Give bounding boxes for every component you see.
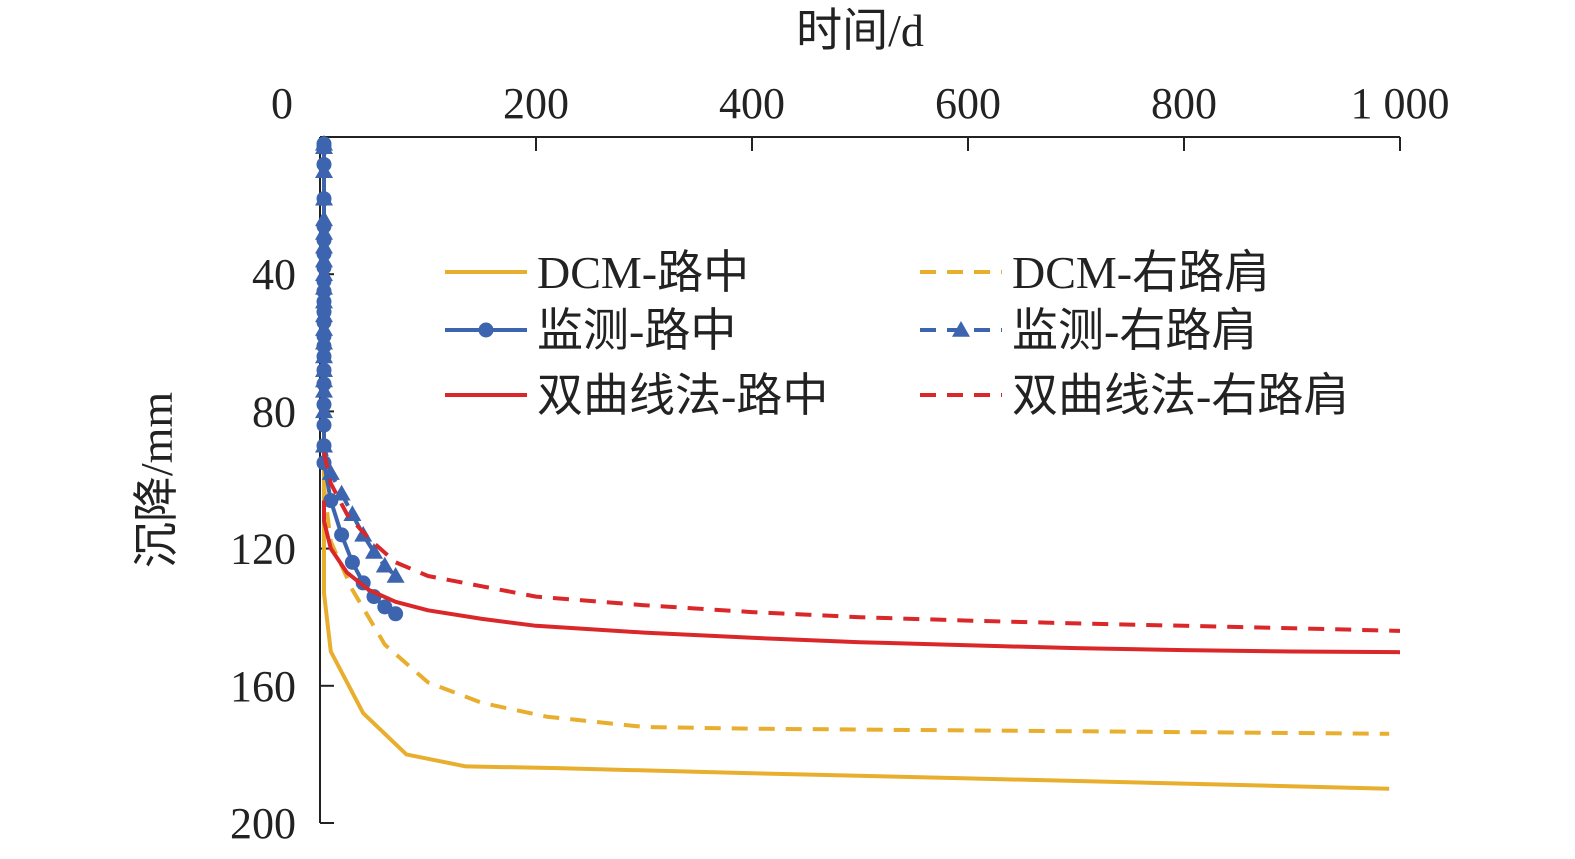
- legend-label: 双曲线法-右路肩: [1012, 370, 1349, 421]
- data-point: [315, 138, 333, 155]
- data-point: [315, 278, 333, 295]
- x-tick-label: 1 000: [1351, 79, 1450, 128]
- data-point: [315, 189, 333, 206]
- legend-entry: DCM-路中: [445, 247, 749, 298]
- data-point: [365, 543, 383, 559]
- data-point: [315, 402, 333, 419]
- legend-marker: [478, 322, 494, 338]
- y-tick-label: 120: [230, 525, 296, 574]
- data-point: [332, 484, 351, 501]
- x-tick-label: 800: [1151, 79, 1217, 128]
- data-point: [386, 567, 405, 583]
- data-point: [323, 493, 339, 509]
- x-tick-label: 200: [503, 79, 569, 128]
- series-line: [322, 143, 397, 616]
- legend-label: DCM-路中: [537, 247, 749, 298]
- series-4: [322, 500, 1401, 655]
- x-tick-label: 600: [935, 79, 1001, 128]
- series-3: [315, 134, 405, 583]
- data-point: [315, 210, 333, 227]
- x-tick-label: 0: [271, 79, 293, 128]
- legend-entry: 监测-右路肩: [920, 305, 1257, 356]
- data-point: [321, 464, 340, 480]
- x-ticks: 0 200 400 600 800 1 000: [271, 79, 1450, 151]
- data-point: [388, 606, 404, 622]
- x-axis-title: 时间/d: [796, 5, 924, 56]
- legend-entry: 双曲线法-路中: [445, 370, 828, 421]
- data-point: [315, 265, 333, 281]
- data-point: [315, 371, 333, 388]
- series: [315, 134, 1401, 791]
- legend-label: DCM-右路肩: [1012, 247, 1270, 298]
- data-point: [315, 306, 333, 323]
- data-point: [315, 292, 333, 309]
- data-point: [315, 381, 333, 398]
- legend-entry: DCM-右路肩: [920, 247, 1270, 298]
- data-point: [344, 554, 360, 570]
- series-line: [322, 500, 1401, 655]
- data-point: [315, 333, 333, 350]
- legend-marker: [952, 321, 970, 337]
- series-0: [322, 212, 1390, 791]
- series-5: [322, 452, 1401, 633]
- legend-label: 监测-路中: [537, 305, 736, 356]
- y-tick-label: 160: [230, 662, 296, 711]
- series-line: [322, 452, 1401, 633]
- y-ticks: 40 80 120 160 200: [230, 250, 334, 848]
- data-point: [315, 237, 333, 254]
- y-tick-label: 40: [252, 250, 296, 299]
- data-point: [315, 320, 333, 336]
- data-point: [315, 347, 333, 364]
- data-point: [315, 361, 333, 377]
- data-point: [334, 527, 350, 543]
- data-point: [315, 224, 333, 240]
- series-line: [322, 212, 1390, 791]
- legend-label: 双曲线法-路中: [537, 370, 828, 421]
- y-axis-title: 沉降/mm: [131, 392, 182, 569]
- x-tick-label: 400: [719, 79, 785, 128]
- data-point: [375, 556, 394, 573]
- data-point: [315, 162, 333, 179]
- legend-label: 监测-右路肩: [1012, 305, 1257, 356]
- data-point: [377, 599, 393, 615]
- legend-entry: 双曲线法-右路肩: [920, 370, 1349, 421]
- y-tick-label: 80: [252, 387, 296, 436]
- y-tick-label: 200: [230, 799, 296, 848]
- data-point: [315, 251, 333, 268]
- legend-entry: 监测-路中: [445, 305, 736, 356]
- data-point: [315, 436, 333, 453]
